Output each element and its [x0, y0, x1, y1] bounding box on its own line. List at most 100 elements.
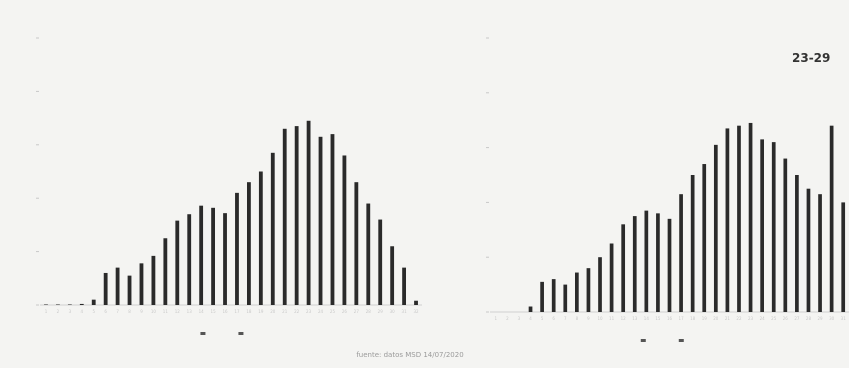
bar — [795, 175, 799, 312]
x-tick-label: 19 — [702, 316, 708, 321]
bar — [79, 303, 84, 305]
x-tick-label: 24 — [318, 309, 324, 314]
x-tick-label: 32 — [413, 309, 419, 314]
bar — [163, 238, 168, 305]
bar — [115, 267, 120, 305]
x-tick-label: 1 — [495, 316, 498, 321]
bar — [318, 136, 323, 305]
x-tick-label: 15 — [211, 309, 217, 314]
x-tick-label: 17 — [679, 316, 685, 321]
x-tick-label: 30 — [829, 316, 835, 321]
x-tick-label: 28 — [806, 316, 812, 321]
x-tick-label: 13 — [187, 309, 193, 314]
x-tick-label: 2 — [57, 309, 60, 314]
legend-swatch — [678, 339, 684, 342]
bar — [575, 272, 579, 312]
x-tick-label: 26 — [783, 316, 789, 321]
bar — [783, 158, 788, 312]
x-tick-label: 5 — [541, 316, 544, 321]
x-tick-label: 19 — [258, 309, 264, 314]
legend-swatch — [238, 332, 244, 335]
bar — [187, 214, 192, 305]
bar — [390, 246, 395, 305]
x-tick-label: 28 — [366, 309, 372, 314]
bar — [378, 219, 383, 305]
x-tick-label: 9 — [140, 309, 143, 314]
bar — [702, 164, 707, 312]
bar — [841, 202, 846, 312]
bar — [621, 224, 626, 312]
x-tick-label: 5 — [92, 309, 95, 314]
bar — [258, 171, 263, 305]
bar — [44, 304, 48, 305]
x-tick-label: 31 — [841, 316, 847, 321]
source-note: fuente: datos MSD 14/07/2020 — [356, 351, 463, 359]
legend-swatch — [200, 332, 206, 335]
bar — [342, 155, 347, 305]
x-tick-label: 7 — [564, 316, 567, 321]
chart-left: 1 2 3 4 5 6 7 8 9 10 11 12 13 14 15 16 17 18 19 20 21 22 23 24 2… — [36, 37, 422, 335]
bar — [586, 268, 591, 312]
x-tick-label: 18 — [690, 316, 696, 321]
bar — [151, 255, 156, 305]
x-tick-label: 23 — [306, 309, 312, 314]
x-tick-label: 4 — [81, 309, 84, 314]
bar — [644, 210, 649, 312]
bar — [270, 152, 275, 305]
x-tick-label: 22 — [294, 309, 300, 314]
x-tick-label: 31 — [402, 309, 408, 314]
x-tick-label: 17 — [234, 309, 240, 314]
bar — [818, 194, 822, 312]
x-tick-label: 29 — [378, 309, 384, 314]
x-tick-label: 22 — [736, 316, 742, 321]
x-tick-label: 16 — [667, 316, 673, 321]
x-tick-label: 24 — [760, 316, 766, 321]
x-tick-label: 18 — [246, 309, 252, 314]
bar — [294, 126, 299, 305]
bar — [55, 304, 60, 305]
x-tick-label: 30 — [390, 309, 396, 314]
x-tick-label: 14 — [199, 309, 205, 314]
bar — [632, 216, 637, 312]
x-tick-label: 21 — [282, 309, 288, 314]
bar — [246, 182, 251, 305]
bar — [306, 120, 311, 306]
bar — [175, 220, 180, 305]
x-tick-label: 26 — [342, 309, 348, 314]
x-tick-label: 16 — [222, 309, 228, 314]
bar — [551, 279, 556, 312]
legend-swatch — [640, 339, 646, 342]
x-tick-label: 25 — [330, 309, 336, 314]
chart-right: 1 2 3 4 5 6 7 8 9 10 11 12 13 14 15 16 17 18 19 20 21 22 23 24 2… — [486, 37, 849, 342]
x-tick-label: 21 — [725, 316, 731, 321]
bar — [713, 144, 718, 312]
bar — [737, 125, 741, 313]
bar — [330, 134, 335, 305]
bar — [223, 213, 227, 305]
bar — [91, 299, 96, 305]
bar — [211, 207, 216, 305]
x-tick-label: 3 — [518, 316, 521, 321]
bar — [127, 275, 132, 305]
bar — [748, 122, 753, 312]
bar — [235, 192, 239, 305]
bar — [528, 306, 533, 312]
bar — [656, 213, 660, 312]
bar — [760, 139, 764, 312]
bar — [609, 243, 614, 312]
x-tick-label: 12 — [621, 316, 627, 321]
bar — [199, 205, 204, 305]
bar — [402, 267, 407, 305]
x-tick-label: 9 — [587, 316, 590, 321]
x-tick-label: 23 — [748, 316, 754, 321]
bar — [282, 128, 287, 305]
x-tick-label: 27 — [354, 309, 360, 314]
x-tick-label: 29 — [818, 316, 824, 321]
x-tick-label: 8 — [576, 316, 579, 321]
bar — [829, 125, 834, 313]
bar — [806, 188, 811, 312]
x-tick-label: 20 — [270, 309, 276, 314]
x-tick-label: 3 — [69, 309, 72, 314]
bar — [725, 128, 730, 312]
